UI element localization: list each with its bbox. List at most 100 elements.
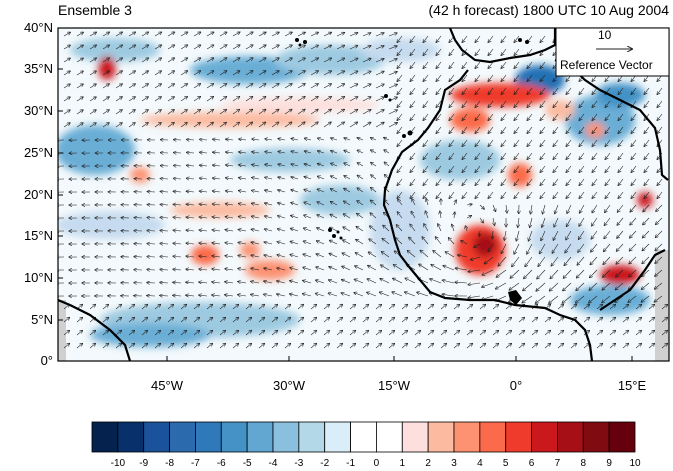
wind-vector-arrow — [232, 304, 238, 310]
wind-vector-arrow — [310, 330, 316, 336]
wind-vector-arrow — [232, 317, 238, 323]
wind-vector-arrow — [318, 138, 325, 140]
wind-vector-arrow — [375, 343, 381, 349]
wind-vector-arrow — [468, 283, 481, 285]
wind-vector-arrow — [512, 256, 520, 267]
wind-vector-arrow — [440, 330, 446, 336]
wind-vector-arrow — [317, 189, 325, 193]
wind-vector-arrow — [527, 165, 533, 172]
wind-vector-arrow — [445, 252, 455, 258]
wind-vector-arrow — [76, 32, 83, 37]
wind-vector-arrow — [349, 330, 355, 336]
wind-vector-arrow — [454, 212, 455, 219]
wind-vector-arrow — [616, 256, 624, 264]
wind-vector-arrow — [397, 48, 403, 55]
wind-vector-arrow — [440, 317, 446, 323]
wind-vector-arrow — [609, 317, 615, 323]
wind-vector-arrow — [501, 243, 507, 253]
wind-vector-arrow — [449, 100, 455, 107]
wind-vector-arrow — [141, 84, 148, 89]
wind-vector-arrow — [466, 304, 472, 310]
colorbar-swatch — [91, 421, 119, 453]
wind-vector-arrow — [284, 317, 290, 323]
wind-vector-arrow — [304, 228, 312, 232]
wind-vector-arrow — [63, 343, 69, 349]
wind-vector-arrow — [630, 204, 637, 212]
wind-vector-arrow — [590, 256, 598, 265]
wind-vector-arrow — [89, 58, 96, 63]
wind-vector-arrow — [368, 266, 377, 271]
wind-vector-arrow — [160, 230, 169, 231]
wind-vector-arrow — [219, 84, 227, 89]
wind-vector-arrow — [354, 279, 364, 284]
wind-vector-arrow — [89, 97, 96, 102]
wind-vector-arrow — [514, 87, 520, 94]
wind-vector-arrow — [405, 278, 416, 284]
wind-vector-arrow — [657, 126, 663, 133]
wind-vector-arrow — [167, 97, 174, 102]
wind-vector-arrow — [238, 216, 247, 218]
wind-vector-arrow — [527, 139, 533, 146]
wind-vector-arrow — [349, 45, 358, 50]
wind-vector-arrow — [226, 165, 234, 166]
wind-vector-arrow — [563, 269, 572, 278]
wind-vector-arrow — [436, 165, 442, 172]
wind-vector-arrow — [553, 230, 559, 240]
wind-vector-arrow — [362, 84, 371, 89]
wind-vector-arrow — [423, 178, 429, 185]
wind-vector-arrow — [375, 71, 384, 76]
wind-vector-arrow — [238, 269, 247, 270]
wind-vector-arrow — [531, 343, 537, 349]
wind-vector-arrow — [479, 317, 485, 323]
wind-vector-arrow — [264, 242, 273, 244]
wind-vector-arrow — [245, 71, 253, 76]
wind-vector-arrow — [461, 241, 468, 245]
wind-vector-arrow — [180, 97, 187, 102]
wind-vector-arrow — [530, 204, 532, 214]
wind-vector-arrow — [648, 330, 654, 336]
wind-vector-arrow — [76, 97, 83, 102]
wind-vector-arrow — [232, 330, 238, 336]
wind-vector-arrow — [656, 204, 663, 211]
wind-vector-arrow — [426, 199, 428, 206]
wind-vector-arrow — [525, 256, 533, 267]
wind-vector-arrow — [622, 330, 628, 336]
wind-vector-arrow — [501, 74, 507, 81]
wind-vector-arrow — [527, 152, 533, 159]
wind-vector-arrow — [401, 343, 407, 349]
wind-vector-arrow — [488, 74, 494, 81]
wind-vector-arrow — [528, 230, 533, 241]
wind-vector-arrow — [527, 74, 533, 81]
wind-vector-arrow — [397, 126, 403, 133]
wind-vector-arrow — [498, 256, 507, 266]
wind-vector-arrow — [514, 113, 520, 120]
wind-vector-arrow — [258, 109, 266, 115]
wind-vector-arrow — [232, 109, 239, 115]
wind-vector-arrow — [317, 176, 325, 180]
wind-vector-arrow — [141, 71, 148, 76]
wind-vector-arrow — [317, 164, 325, 166]
wind-vector-arrow — [488, 87, 494, 94]
wind-vector-arrow — [225, 243, 234, 244]
wind-vector-arrow — [379, 292, 390, 297]
wind-vector-arrow — [605, 191, 611, 198]
wind-vector-arrow — [388, 33, 397, 37]
wind-vector-arrow — [180, 317, 186, 323]
wind-vector-arrow — [453, 343, 459, 349]
wind-vector-arrow — [154, 97, 161, 102]
lon-label: 30°W — [273, 378, 305, 393]
wind-vector-arrow — [316, 280, 325, 284]
wind-vector-arrow — [579, 87, 585, 94]
wind-vector-arrow — [527, 87, 533, 94]
wind-vector-arrow — [565, 243, 572, 253]
wind-vector-arrow — [141, 123, 148, 128]
wind-vector-arrow — [232, 122, 239, 128]
wind-vector-arrow — [462, 61, 468, 68]
wind-vector-arrow — [310, 97, 318, 102]
wind-vector-arrow — [423, 139, 429, 146]
wind-vector-arrow — [375, 317, 381, 323]
wind-vector-arrow — [302, 294, 312, 297]
wind-vector-arrow — [245, 84, 253, 89]
wind-vector-arrow — [329, 280, 338, 284]
wind-vector-arrow — [284, 32, 292, 37]
